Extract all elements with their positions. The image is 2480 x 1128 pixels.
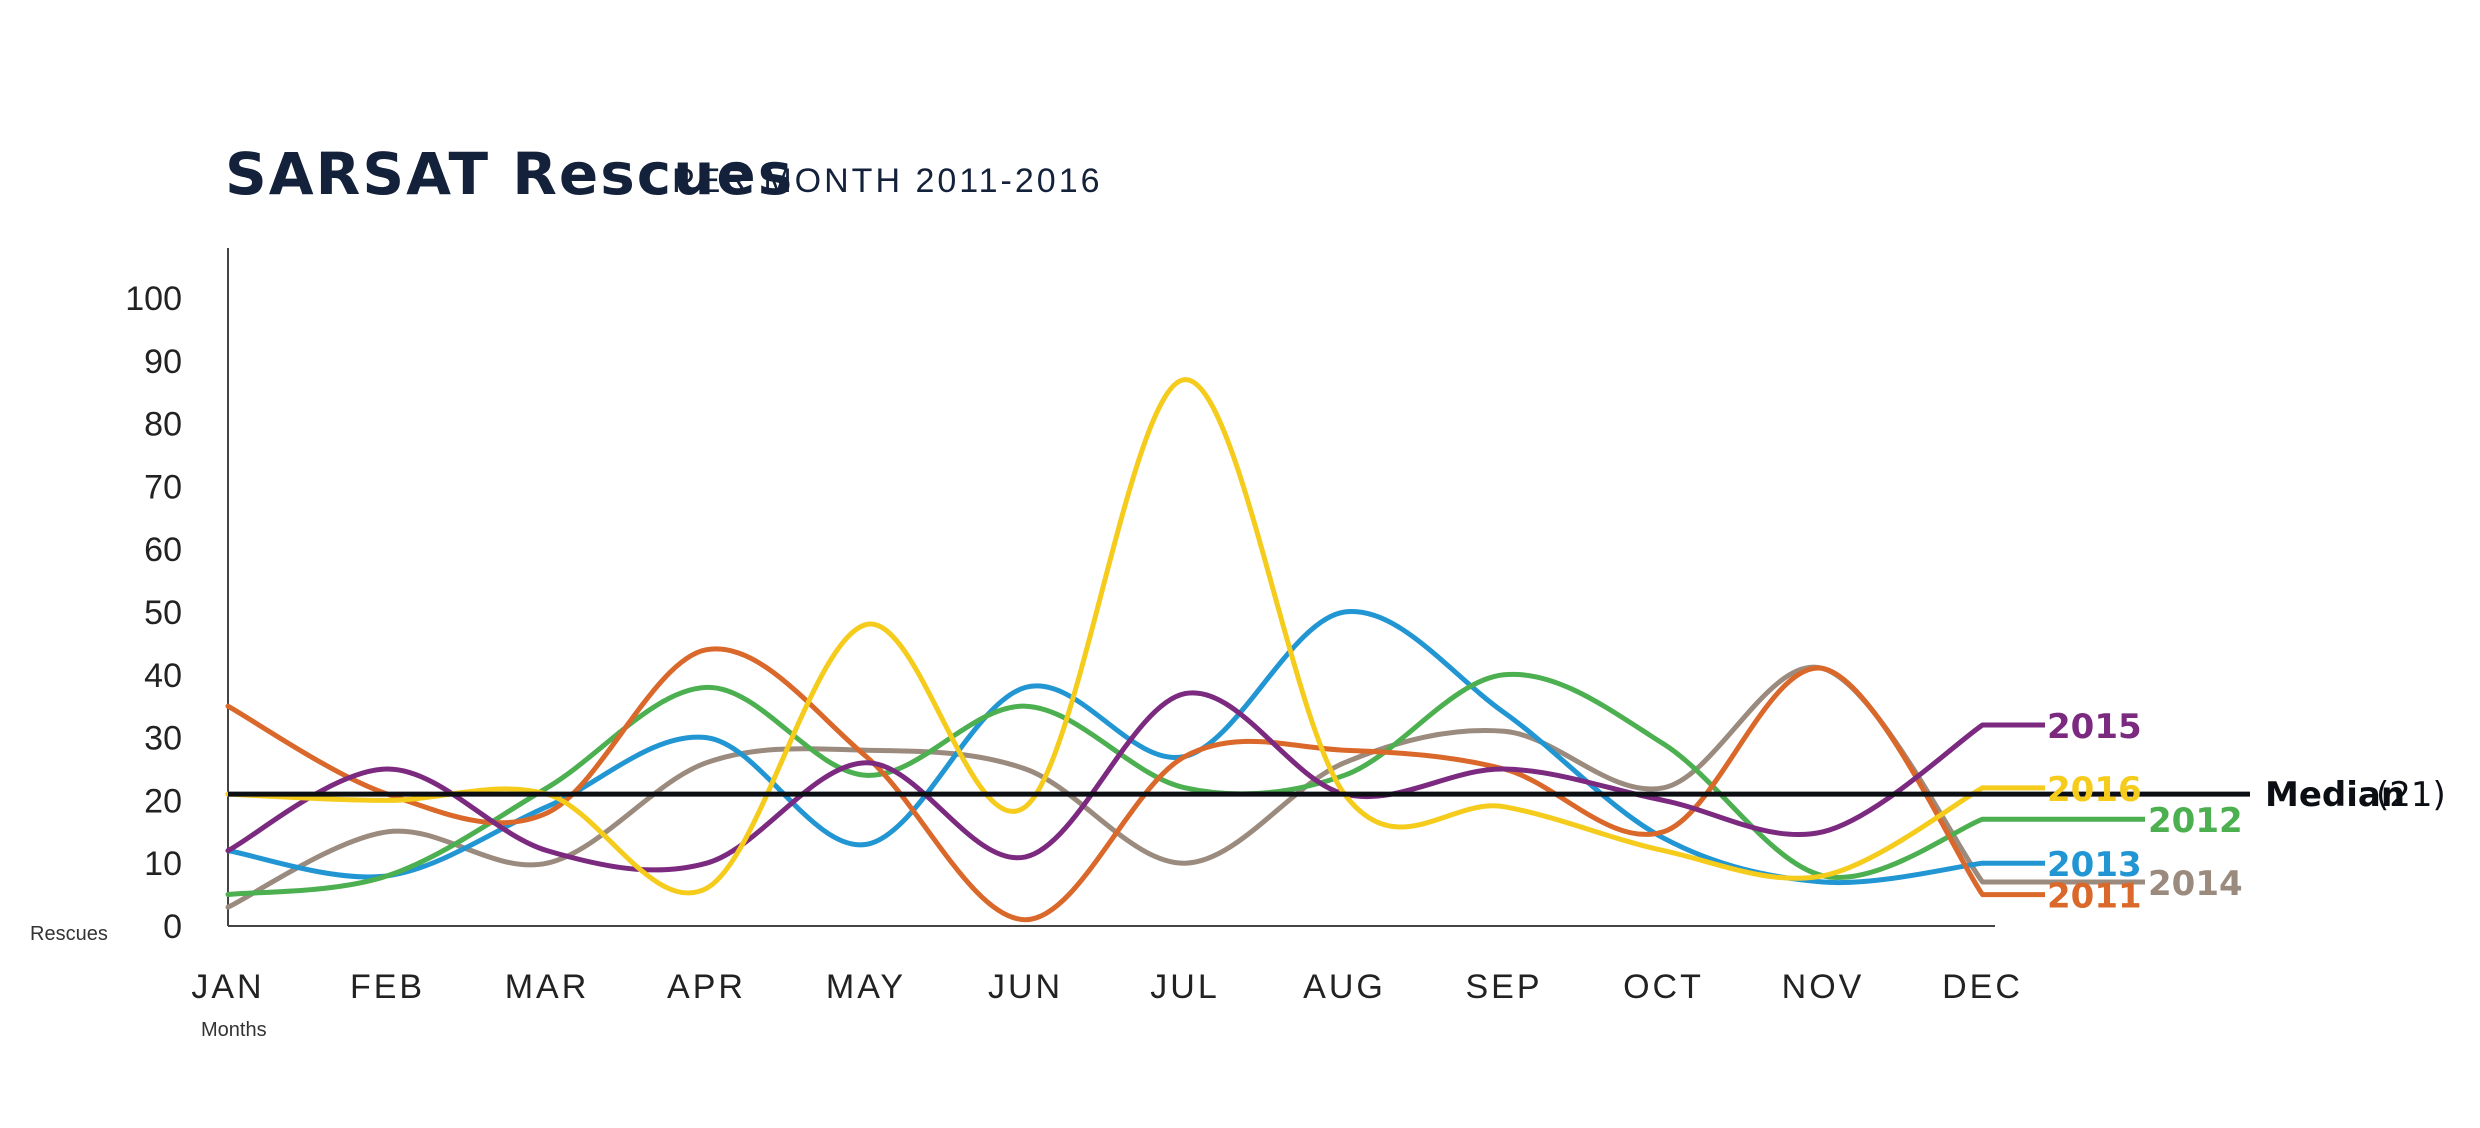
x-tick-label: JUN [988, 968, 1063, 1006]
y-tick-label: 50 [144, 594, 182, 632]
median-label: Median [2265, 775, 2405, 815]
x-tick-label: MAY [826, 968, 906, 1006]
y-tick-label: 30 [144, 720, 182, 758]
x-tick-label: SEP [1465, 968, 1542, 1006]
x-tick-label: APR [667, 968, 746, 1006]
series-line-2012 [225, 671, 1985, 898]
x-tick-label: DEC [1942, 968, 2023, 1006]
series-lines [225, 377, 2145, 923]
y-tick-label: 40 [144, 657, 182, 695]
series-label-2011: 2011 [2047, 877, 2142, 917]
y-tick-label: 10 [144, 845, 182, 883]
series-line-2014 [225, 664, 1985, 910]
x-tick-label: AUG [1303, 968, 1386, 1006]
x-tick-label: FEB [350, 968, 425, 1006]
median-line-group: Median(21) [228, 775, 2446, 815]
y-tick-label: 80 [144, 406, 182, 444]
chart-axes [227, 248, 1995, 927]
series-line-2011 [225, 646, 1985, 923]
y-tick-label: 20 [144, 782, 182, 820]
y-axis-label: Rescues [30, 923, 108, 945]
x-axis-label: Months [201, 1019, 267, 1041]
x-tick-label: JAN [191, 968, 264, 1006]
series-line-2013 [225, 609, 1985, 886]
x-tick-label: NOV [1782, 968, 1865, 1006]
y-tick-label: 70 [144, 468, 182, 506]
x-tick-label: MAR [505, 968, 590, 1006]
series-label-2016: 2016 [2047, 770, 2142, 810]
chart-subtitle: PER MONTH 2011-2016 [672, 162, 1103, 200]
x-tick-label: OCT [1623, 968, 1704, 1006]
series-line-2016 [225, 377, 1985, 896]
series-line-2015 [225, 690, 1985, 873]
series-label-2013: 2013 [2047, 845, 2142, 885]
series-label-2012: 2012 [2148, 801, 2243, 841]
y-tick-label: 0 [163, 908, 182, 946]
series-label-2015: 2015 [2047, 707, 2142, 747]
y-tick-label: 90 [144, 343, 182, 381]
y-tick-label: 100 [125, 280, 182, 318]
y-tick-label: 60 [144, 531, 182, 569]
y-axis-ticks: 0 10 20 30 40 50 60 70 80 90 100 [125, 280, 182, 946]
x-tick-label: JUL [1150, 968, 1219, 1006]
chart-title: SARSAT Rescues [225, 140, 794, 208]
x-axis-ticks: JAN FEB MAR APR MAY JUN JUL AUG SEP OCT NOV DEC [191, 968, 2023, 1006]
series-label-2014: 2014 [2148, 864, 2243, 904]
median-value: (21) [2376, 775, 2446, 815]
